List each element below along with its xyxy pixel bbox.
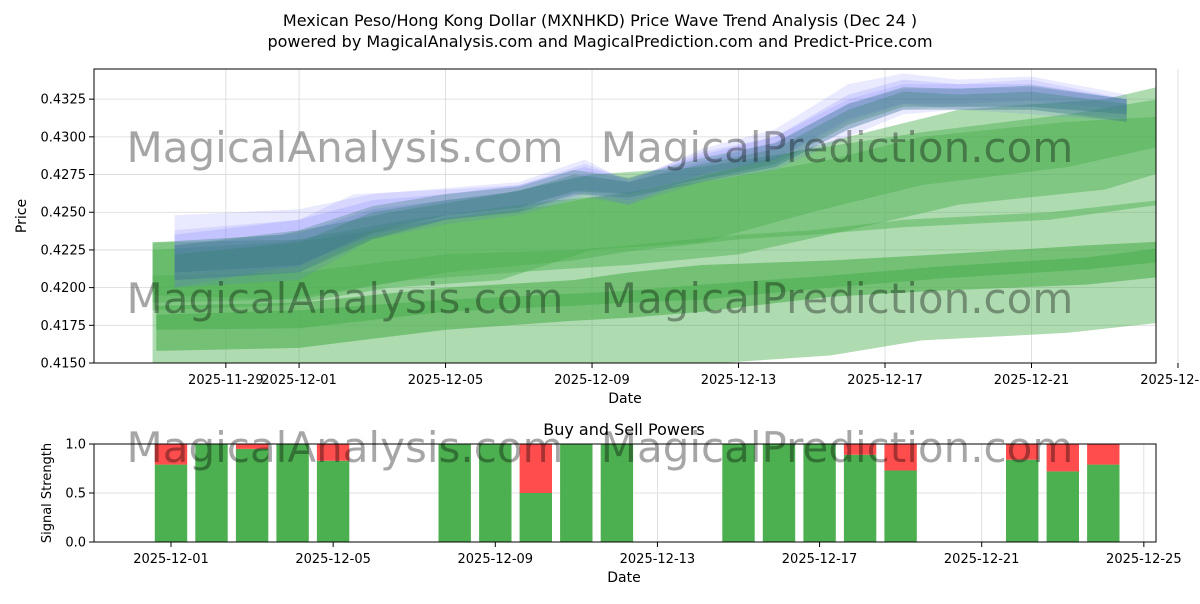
price-y-tick-label: 0.4200: [41, 281, 87, 296]
watermark-prediction-mid: MagicalPrediction.com: [601, 274, 1074, 323]
price-y-tick-label: 0.4225: [41, 243, 87, 258]
price-x-tick-label: 2025-12-17: [847, 373, 923, 388]
price-y-tick-label: 0.4150: [41, 357, 87, 372]
price-y-tick-label: 0.4175: [41, 319, 87, 334]
buy-bar: [884, 471, 916, 543]
price-y-tick-label: 0.4275: [41, 168, 87, 183]
price-x-tick-label: 2025-12-13: [701, 373, 777, 388]
buy-bar: [317, 461, 349, 542]
signal-x-tick-label: 2025-12-21: [944, 552, 1020, 567]
figure-subtitle: powered by MagicalAnalysis.com and Magic…: [267, 32, 932, 51]
buy-bar: [155, 465, 187, 542]
sell-bar: [1087, 444, 1119, 465]
watermark-prediction-bottom: MagicalPrediction.com: [601, 423, 1074, 472]
buy-bar: [1047, 471, 1079, 542]
buy-bar: [560, 444, 592, 542]
signal-y-tick-label: 0.0: [65, 536, 86, 551]
buy-bar: [520, 493, 552, 542]
price-x-tick-label: 2025-12-09: [554, 373, 630, 388]
signal-y-tick-label: 1.0: [65, 438, 86, 453]
price-y-tick-label: 0.4325: [41, 93, 87, 108]
price-y-tick-label: 0.4300: [41, 130, 87, 145]
watermark-prediction-top: MagicalPrediction.com: [601, 123, 1074, 172]
signal-y-tick-label: 0.5: [65, 487, 86, 502]
watermark-analysis-bottom: MagicalAnalysis.com: [127, 423, 564, 472]
signal-x-tick-label: 2025-12-13: [620, 552, 696, 567]
price-x-tick-label: 2025-12-01: [261, 373, 337, 388]
watermark-analysis-mid: MagicalAnalysis.com: [127, 274, 564, 323]
watermark-analysis-top: MagicalAnalysis.com: [127, 123, 564, 172]
signal-x-tick-label: 2025-12-17: [782, 552, 858, 567]
price-x-tick-label: 2025-12-25: [1140, 373, 1200, 388]
price-y-tick-label: 0.4250: [41, 206, 87, 221]
price-x-tick-label: 2025-11-29: [188, 373, 264, 388]
price-chart-ylabel: Price: [14, 199, 30, 233]
signal-x-tick-label: 2025-12-25: [1106, 552, 1182, 567]
signal-chart-xlabel: Date: [607, 570, 640, 586]
signal-chart-watermarks: MagicalAnalysis.com MagicalPrediction.co…: [127, 423, 1074, 472]
price-x-tick-label: 2025-12-21: [994, 373, 1070, 388]
buy-bar: [1087, 465, 1119, 542]
signal-x-tick-label: 2025-12-09: [458, 552, 534, 567]
figure-title: Mexican Peso/Hong Kong Dollar (MXNHKD) P…: [283, 11, 917, 30]
buy-bar: [1006, 460, 1038, 542]
price-chart-xlabel: Date: [608, 391, 641, 407]
price-x-tick-label: 2025-12-05: [408, 373, 484, 388]
signal-x-tick-label: 2025-12-05: [295, 552, 371, 567]
signal-x-tick-label: 2025-12-01: [133, 552, 209, 567]
signal-chart-ylabel: Signal Strength: [40, 443, 55, 543]
